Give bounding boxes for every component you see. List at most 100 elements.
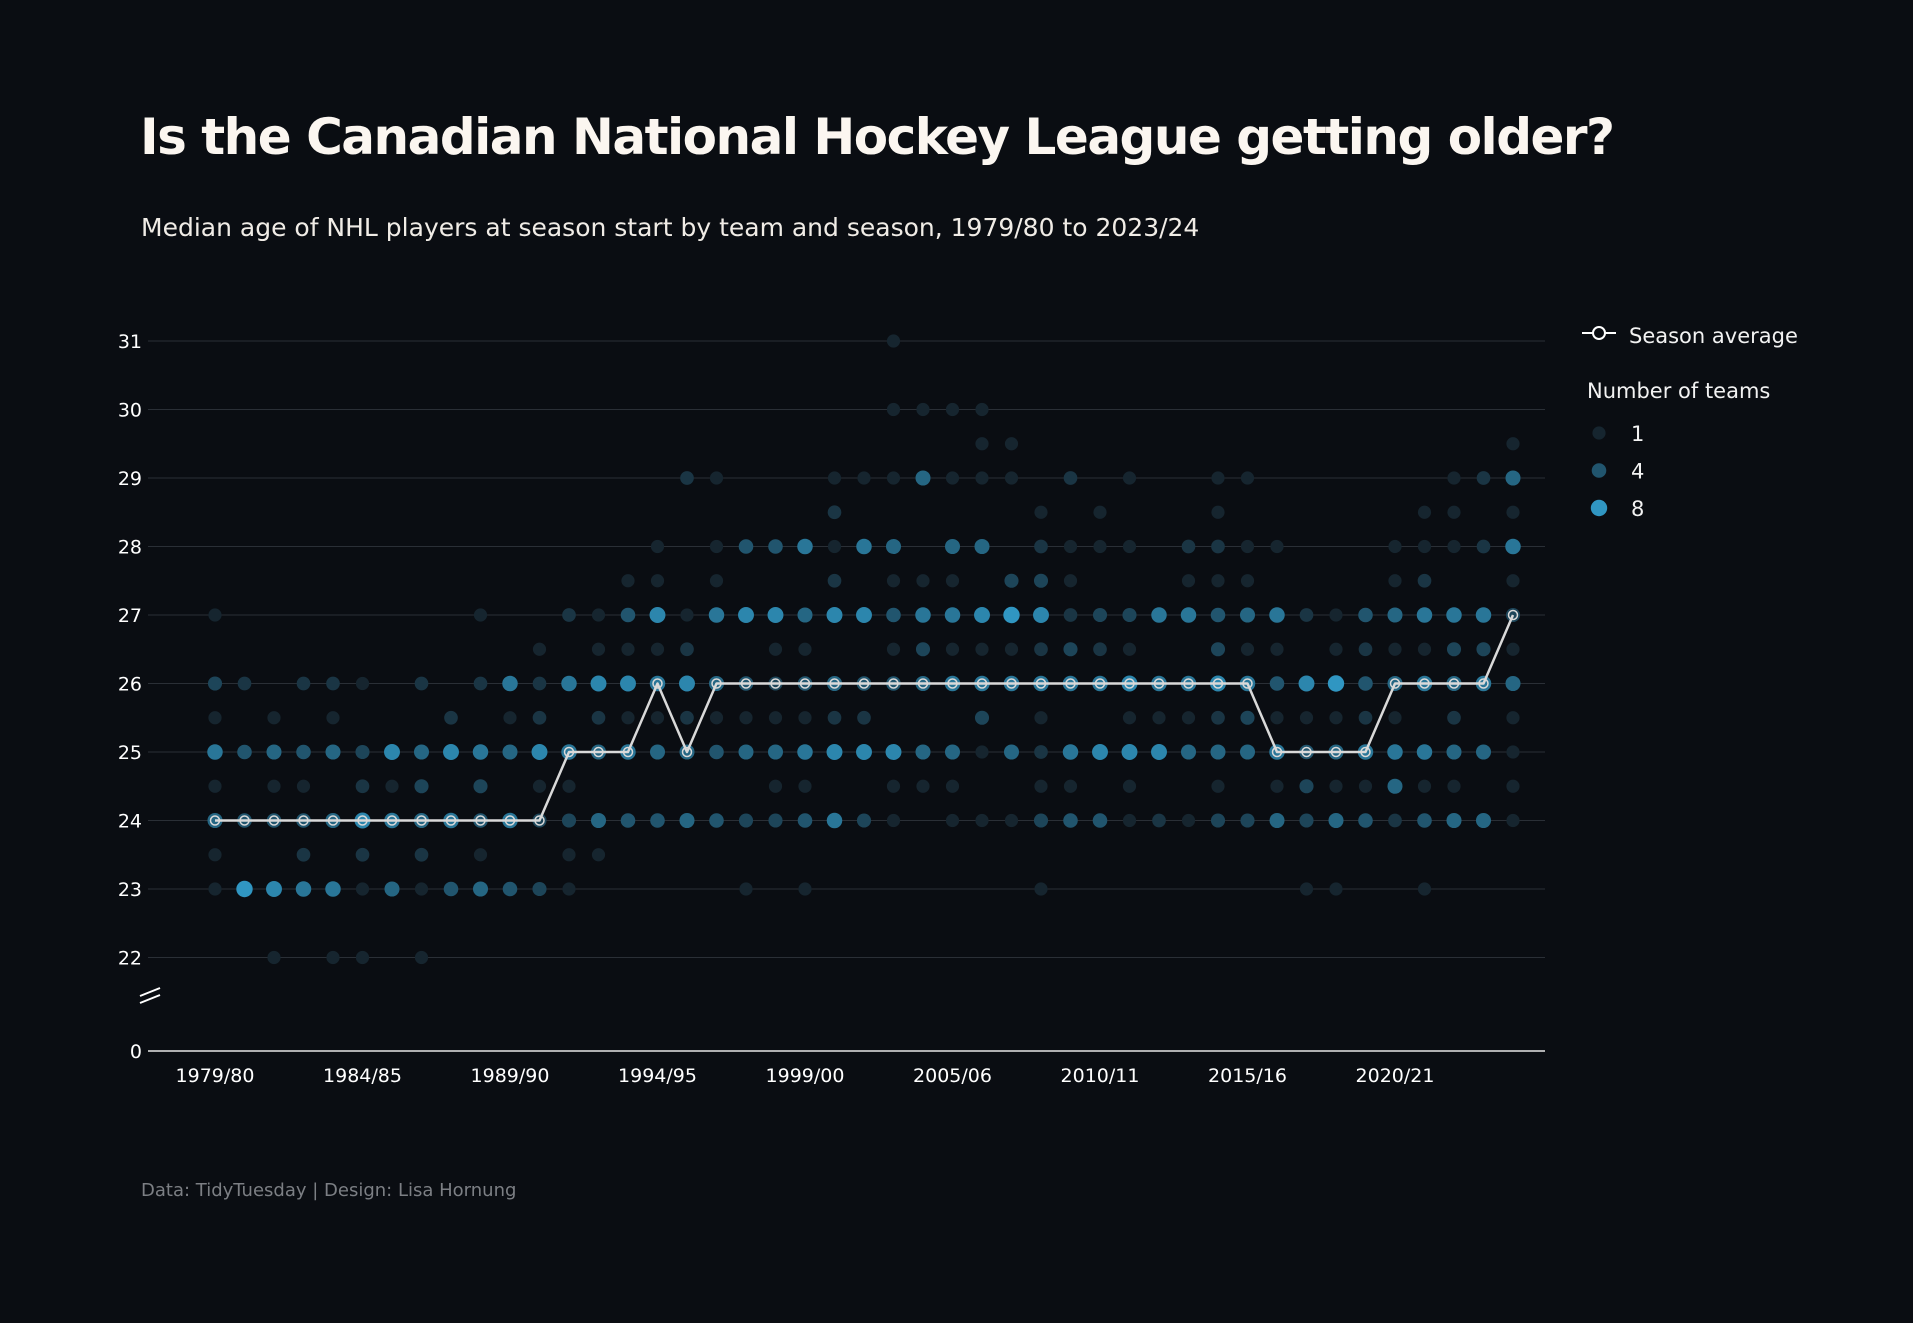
season-dot-group [1033, 505, 1049, 896]
team-median-dot [1121, 744, 1138, 760]
season-dot-group [531, 642, 548, 897]
team-median-dot [798, 642, 812, 656]
team-median-dot [1211, 779, 1225, 793]
team-median-dot [1269, 812, 1285, 829]
team-median-dot [1004, 471, 1019, 485]
team-median-dot [267, 950, 281, 965]
team-median-dot [1063, 539, 1078, 554]
team-median-dot [1505, 538, 1521, 555]
team-median-dot [1506, 779, 1520, 793]
y-tick-label: 30 [118, 400, 142, 422]
team-median-dot [1416, 607, 1433, 623]
team-median-dot [266, 881, 282, 897]
team-median-dot [620, 675, 636, 692]
team-median-dot [1475, 744, 1492, 760]
season-average-marker [1183, 678, 1194, 689]
team-median-dot [944, 607, 961, 623]
team-median-dot [1122, 711, 1137, 725]
team-median-dot [1210, 607, 1226, 623]
team-median-dot [1506, 711, 1520, 725]
season-average-marker [858, 678, 870, 689]
team-median-dot [1299, 711, 1314, 725]
season-average-marker [475, 815, 486, 826]
season-average-marker [622, 746, 634, 758]
season-average-marker [1153, 678, 1165, 689]
team-median-dot [325, 744, 341, 760]
team-median-dot [826, 812, 843, 829]
team-median-dot [738, 813, 754, 828]
team-median-dot [709, 744, 724, 760]
season-average-marker [976, 678, 988, 689]
team-median-dot [1211, 539, 1225, 554]
team-median-dot [1122, 813, 1137, 828]
season-average-marker [534, 815, 545, 826]
team-median-dot [886, 779, 901, 793]
team-median-dot [738, 607, 754, 623]
y-tick-label: 26 [118, 674, 142, 696]
x-tick-label: 1994/95 [618, 1065, 697, 1087]
team-median-dot [414, 779, 429, 794]
team-median-dot [532, 779, 547, 793]
season-dot-group [1239, 471, 1256, 828]
legend-size-label: 8 [1631, 497, 1644, 521]
team-median-dot [325, 881, 341, 897]
team-median-dot [945, 779, 960, 793]
team-median-dot [414, 676, 429, 691]
team-median-dot [385, 779, 399, 793]
team-median-dot [1388, 813, 1402, 828]
season-average-marker [1065, 678, 1076, 689]
season-average-marker [1124, 678, 1135, 689]
season-dot-group [856, 471, 872, 828]
team-median-dot [1122, 779, 1137, 793]
team-median-dot [1034, 711, 1048, 725]
team-median-dot [1004, 813, 1019, 828]
season-dot-group [1151, 607, 1167, 828]
season-dot-group [738, 539, 754, 896]
season-average-marker [829, 678, 840, 689]
team-median-dot [1328, 812, 1344, 829]
season-average-marker [947, 678, 958, 689]
team-median-dot [1329, 608, 1343, 622]
axes: 31 30 29 28 27 26 25 24 23 22 0 1979/80 1984/85 1989/… [118, 331, 1545, 1087]
team-median-dot [945, 471, 960, 485]
season-dot-group [1505, 437, 1521, 828]
team-median-dot [1475, 607, 1492, 623]
team-median-dot [1417, 642, 1432, 656]
team-median-dot [709, 471, 724, 485]
season-dot-group [797, 538, 813, 896]
axis-break-mark [139, 987, 161, 997]
team-median-dot [944, 744, 961, 760]
team-median-dot [1034, 539, 1048, 554]
team-median-dot [916, 574, 930, 588]
team-median-dot [561, 813, 577, 828]
team-median-dot [1299, 779, 1314, 794]
season-dot-group [443, 710, 459, 897]
team-median-dot [650, 539, 665, 554]
team-median-dot [296, 847, 311, 862]
team-median-dot [885, 538, 902, 555]
team-median-dot [532, 881, 547, 897]
season-dot-group [1475, 471, 1492, 829]
team-median-dot [1063, 813, 1078, 828]
season-average-marker [416, 815, 427, 826]
season-dot-group [974, 402, 990, 828]
y-tick-label: 29 [118, 468, 142, 490]
season-average-marker [327, 815, 339, 826]
team-median-dot [827, 471, 842, 485]
team-median-dot [945, 813, 960, 828]
season-average-line [209, 609, 1519, 826]
team-median-dot [915, 744, 931, 760]
team-median-dot [768, 711, 783, 725]
team-median-dot [915, 607, 931, 623]
axis-break-mark [139, 994, 161, 1004]
team-median-dot [267, 711, 281, 725]
season-dot-group [561, 608, 577, 896]
team-median-dot [1004, 642, 1019, 656]
team-median-dot [1417, 882, 1432, 896]
team-median-dot [708, 607, 725, 623]
season-average-marker [563, 746, 575, 758]
x-tick-label: 1989/90 [471, 1065, 550, 1087]
team-median-dot [472, 881, 489, 897]
team-median-dot [1240, 710, 1255, 725]
team-median-dot [1505, 675, 1521, 692]
